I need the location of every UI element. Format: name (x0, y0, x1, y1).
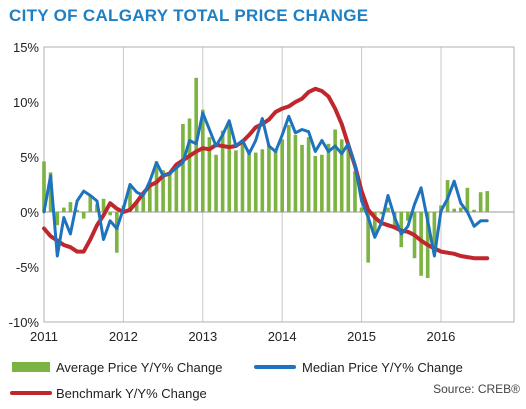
bar (167, 174, 172, 212)
bar (247, 149, 251, 212)
bar (161, 170, 165, 212)
bar (148, 181, 152, 212)
bar (114, 212, 119, 253)
legend-label: Average Price Y/Y% Change (56, 360, 222, 375)
bar (386, 207, 390, 212)
bar (406, 212, 410, 221)
bar (432, 212, 437, 251)
bar (472, 209, 476, 212)
bar (234, 150, 238, 212)
legend-label: Benchmark Y/Y% Change (56, 386, 207, 401)
bar (207, 137, 212, 212)
x-tick-label: 2013 (188, 329, 217, 344)
bar (280, 139, 284, 212)
bar (187, 118, 192, 212)
grid-layer (43, 46, 515, 323)
bar (101, 198, 106, 212)
y-tick-label: -5% (16, 260, 40, 275)
bar (458, 207, 463, 212)
plot-frame (43, 46, 515, 323)
bar (200, 109, 205, 212)
bar (379, 212, 384, 215)
bar (88, 195, 93, 212)
x-tick-label: 2016 (426, 329, 455, 344)
x-tick-label: 2011 (30, 329, 58, 344)
bar (55, 212, 60, 226)
bar (273, 150, 278, 212)
chart-title: CITY OF CALGARY TOTAL PRICE CHANGE (9, 6, 369, 25)
legend-layer: Average Price Y/Y% Change Median Price Y/… (10, 360, 463, 401)
bar (220, 130, 225, 212)
bars-layer (42, 77, 490, 278)
bar (366, 212, 370, 263)
bar (81, 212, 86, 219)
x-tick-label: 2014 (268, 329, 297, 344)
y-tick-label: 15% (13, 40, 39, 55)
bar (346, 142, 351, 212)
bar (62, 207, 66, 212)
y-tick-label: 0% (20, 205, 39, 220)
source-label: Source: CREB® (433, 382, 520, 396)
bar (326, 143, 331, 212)
axis-layer: 15% 10% 5% 0% -5% -10%2011 2012 2013 2014 2015 201… (9, 40, 456, 344)
bar (68, 202, 73, 212)
y-tick-label: 10% (13, 95, 39, 110)
bar (300, 144, 304, 212)
bar (286, 125, 291, 212)
legend-label: Median Price Y/Y% Change (302, 360, 463, 375)
bar (452, 208, 457, 212)
bar (75, 209, 79, 212)
bar (485, 191, 490, 212)
lines-layer (42, 86, 490, 261)
bar (359, 207, 364, 212)
bar (240, 143, 245, 212)
y-tick-label: -10% (9, 315, 40, 330)
bar (333, 129, 337, 212)
bar (181, 124, 185, 212)
bar (373, 212, 377, 234)
bar (419, 212, 423, 276)
bar (267, 144, 271, 212)
bar (154, 161, 159, 212)
bar (465, 187, 470, 212)
x-tick-label: 2012 (109, 329, 138, 344)
benchmark-line (42, 86, 490, 261)
bar (227, 125, 232, 212)
legend-swatch-average-price (12, 362, 50, 372)
bar (320, 154, 324, 212)
bar (313, 155, 318, 212)
bar (478, 192, 483, 212)
bar (42, 161, 46, 212)
bar (141, 196, 146, 212)
bar (306, 137, 311, 212)
bar (339, 139, 344, 212)
bar (108, 212, 112, 216)
bar (253, 152, 258, 212)
median-price-line (42, 111, 489, 258)
bar (293, 135, 298, 212)
bar (128, 186, 132, 212)
bar (353, 171, 357, 212)
y-tick-label: 5% (20, 150, 39, 165)
bar (134, 202, 139, 212)
x-tick-label: 2015 (347, 329, 376, 344)
bar (174, 164, 179, 212)
bar (260, 149, 265, 212)
bar (214, 154, 218, 212)
